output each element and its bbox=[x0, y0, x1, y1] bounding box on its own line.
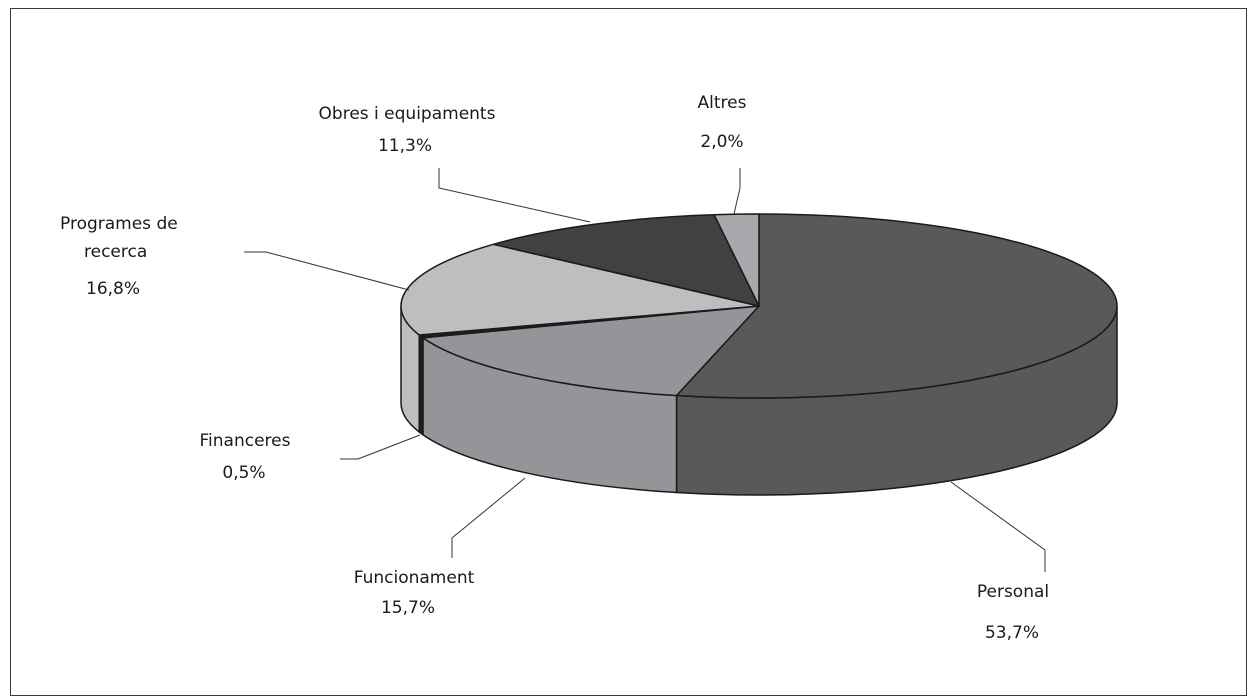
leader-line-personal bbox=[950, 481, 1046, 572]
leader-line-programes bbox=[244, 251, 410, 291]
leader-line-financeres bbox=[340, 434, 421, 460]
pie-slice-altres bbox=[713, 213, 760, 307]
slice-label-funcionament: Funcionament bbox=[354, 568, 475, 588]
leader-line-funcionament bbox=[451, 477, 526, 558]
slice-label-financeres: Financeres bbox=[200, 431, 291, 451]
slice-label-altres: Altres bbox=[698, 93, 747, 113]
leader-line-altres bbox=[733, 168, 741, 215]
slice-value-programes: 16,8% bbox=[86, 279, 140, 299]
slice-value-altres: 2,0% bbox=[700, 132, 743, 152]
slice-value-personal: 53,7% bbox=[985, 623, 1039, 643]
slice-label-programes-line2: recerca bbox=[84, 242, 147, 262]
pie-slice-obres bbox=[492, 213, 760, 307]
pie-slice-personal bbox=[675, 213, 1118, 399]
slice-label-personal: Personal bbox=[977, 582, 1049, 602]
pie-slice-funcionament bbox=[422, 305, 760, 397]
leader-line-obres bbox=[438, 168, 591, 223]
pie-top bbox=[400, 213, 1118, 399]
leader-lines bbox=[244, 168, 1046, 572]
slice-value-financeres: 0,5% bbox=[222, 463, 265, 483]
pie-sides bbox=[400, 305, 1118, 496]
slice-value-obres: 11,3% bbox=[378, 136, 432, 156]
pie-slice-programes bbox=[400, 243, 760, 336]
slice-label-programes-line1: Programes de bbox=[60, 214, 178, 234]
slice-label-obres: Obres i equipaments bbox=[319, 104, 496, 124]
slice-value-funcionament: 15,7% bbox=[381, 598, 435, 618]
